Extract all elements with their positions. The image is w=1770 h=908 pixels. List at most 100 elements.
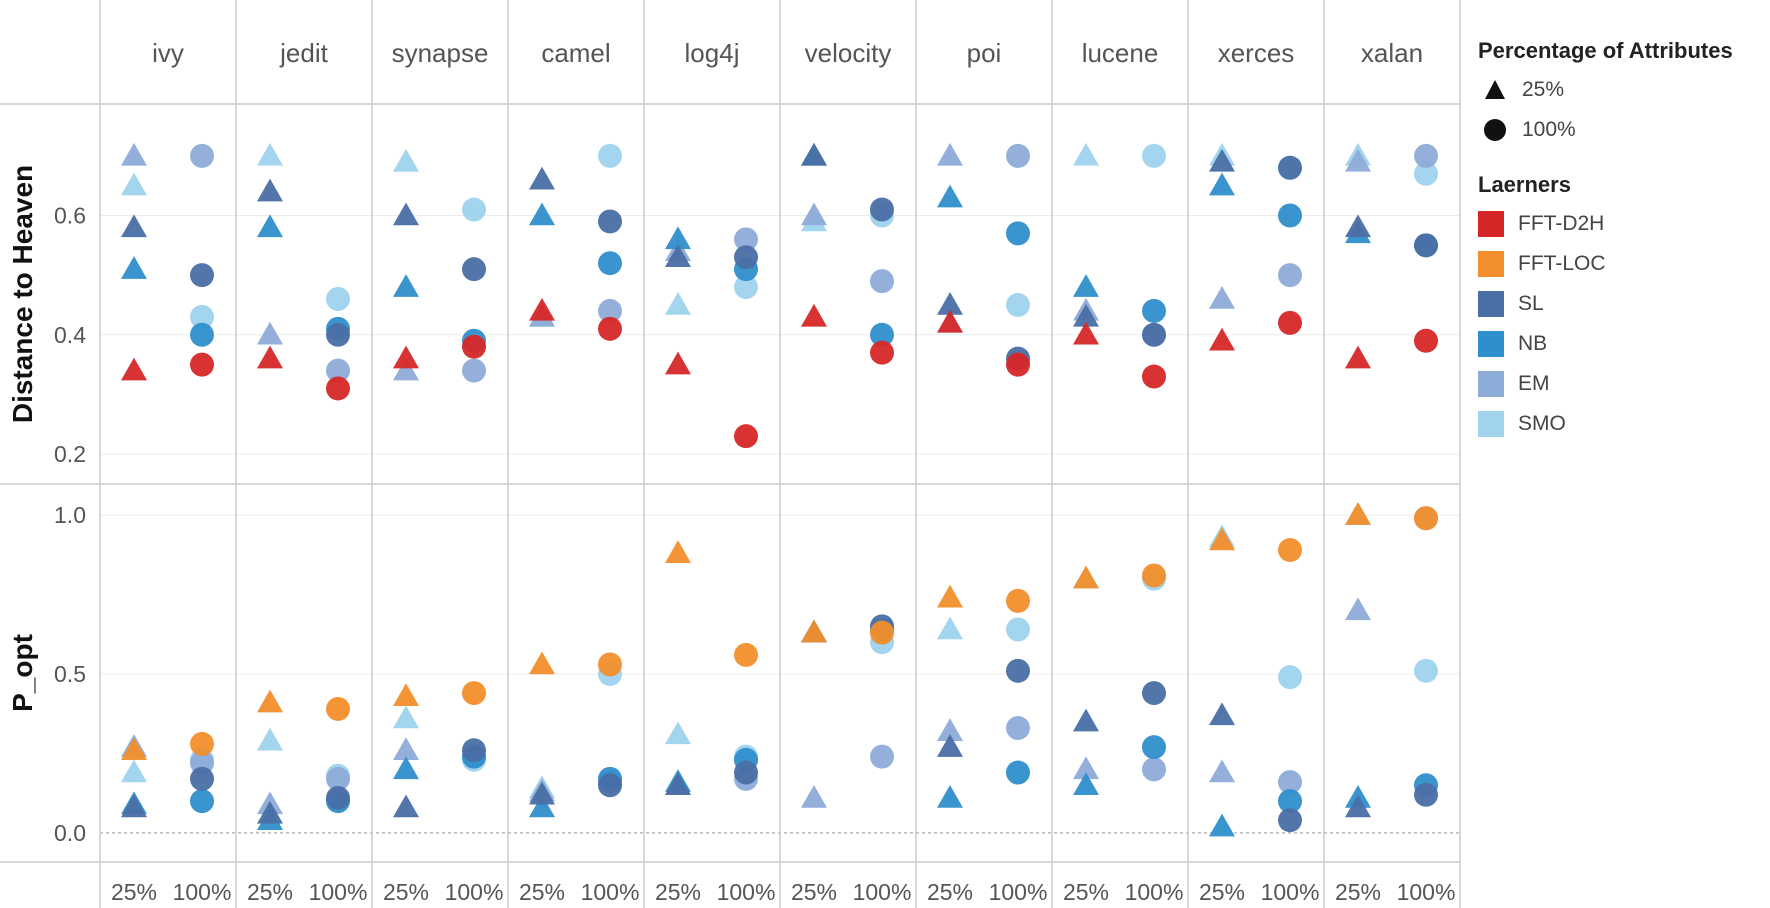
point-SMO-jedit-25 — [257, 727, 283, 751]
point-NB-xerces-100 — [1278, 203, 1302, 228]
point-SL-lucene-100 — [1142, 681, 1166, 706]
y-tick-label: 0.6 — [54, 203, 86, 229]
point-FFT-D2H-synapse-25 — [393, 345, 419, 369]
point-EM-velocity-25 — [801, 202, 827, 226]
x-tick-label: 100% — [853, 879, 912, 905]
x-tick-label: 25% — [111, 879, 157, 905]
point-SL-xalan-100 — [1414, 233, 1438, 258]
y-axis-title: Distance to Heaven — [7, 165, 38, 423]
point-FFT-D2H-xalan-25 — [1345, 345, 1371, 369]
point-NB-poi-100 — [1006, 760, 1030, 785]
point-SL-log4j-100 — [734, 245, 758, 270]
x-tick-label: 100% — [717, 879, 776, 905]
x-tick-label: 25% — [791, 879, 837, 905]
x-tick-label: 100% — [445, 879, 504, 905]
color-swatch — [1478, 371, 1504, 397]
point-SMO-synapse-100 — [462, 197, 486, 222]
point-SL-velocity-100 — [870, 197, 894, 222]
triangle-icon — [1478, 78, 1512, 102]
point-SL-synapse-100 — [462, 257, 486, 282]
project-header-camel: camel — [541, 38, 610, 68]
point-SMO-xalan-100 — [1414, 161, 1438, 186]
point-NB-jedit-25 — [257, 214, 283, 238]
point-FFT-LOC-ivy-25 — [121, 737, 147, 761]
y-tick-label: 0.5 — [54, 661, 86, 687]
point-SMO-log4j-25 — [665, 721, 691, 745]
point-FFT-D2H-poi-100 — [1006, 352, 1030, 377]
point-SL-poi-25 — [937, 734, 963, 757]
project-header-synapse: synapse — [392, 38, 489, 68]
project-header-lucene: lucene — [1082, 38, 1159, 68]
color-legend-title: Laerners — [1478, 172, 1571, 197]
point-SMO-poi-100 — [1006, 292, 1030, 317]
point-EM-lucene-25 — [1073, 756, 1099, 780]
point-SL-lucene-100 — [1142, 322, 1166, 347]
point-EM-xalan-25 — [1345, 148, 1371, 172]
point-FFT-LOC-ivy-100 — [190, 731, 214, 756]
point-SMO-poi-25 — [937, 616, 963, 640]
shape-legend-item: 100% — [1478, 110, 1768, 150]
color-legend-label: FFT-LOC — [1518, 252, 1606, 275]
point-SL-xalan-100 — [1414, 782, 1438, 807]
point-EM-xalan-100 — [1414, 143, 1438, 168]
point-NB-camel-25 — [529, 794, 555, 818]
project-header-log4j: log4j — [685, 38, 740, 68]
color-legend-label: FFT-D2H — [1518, 212, 1605, 235]
point-FFT-LOC-synapse-25 — [393, 683, 419, 706]
color-legend-item: EM — [1478, 364, 1768, 404]
point-SL-jedit-25 — [257, 800, 283, 824]
point-EM-xerces-25 — [1209, 286, 1235, 309]
point-NB-xerces-100 — [1278, 789, 1302, 814]
point-SMO-jedit-100 — [326, 287, 350, 311]
point-NB-lucene-100 — [1142, 298, 1166, 323]
point-SL-lucene-25 — [1073, 303, 1099, 327]
point-SL-synapse-25 — [393, 202, 419, 226]
point-FFT-LOC-poi-25 — [937, 584, 963, 608]
x-tick-label: 25% — [655, 879, 701, 905]
point-FFT-LOC-velocity-25 — [801, 619, 827, 643]
point-FFT-D2H-camel-100 — [598, 316, 622, 341]
point-SMO-ivy-100 — [190, 304, 214, 329]
color-legend-item: FFT-D2H — [1478, 204, 1768, 244]
point-EM-xalan-25 — [1345, 597, 1371, 621]
point-SMO-lucene-100 — [1142, 143, 1166, 168]
point-NB-ivy-25 — [121, 256, 147, 279]
frame-layer — [0, 0, 1461, 908]
y-tick-label: 1.0 — [54, 502, 86, 528]
point-FFT-D2H-lucene-25 — [1073, 321, 1099, 345]
shape-legend-label: 25% — [1522, 78, 1565, 101]
point-FFT-LOC-camel-100 — [598, 652, 622, 677]
x-tick-label: 100% — [173, 879, 232, 905]
y-tick-label: 0.2 — [54, 441, 86, 467]
color-legend-label: EM — [1518, 372, 1550, 395]
point-SL-lucene-25 — [1073, 708, 1099, 732]
point-FFT-LOC-jedit-25 — [257, 689, 283, 713]
point-FFT-LOC-poi-100 — [1006, 588, 1030, 613]
project-header-jedit: jedit — [279, 38, 328, 68]
point-FFT-LOC-xerces-25 — [1209, 527, 1235, 551]
y-tick-label: 0.0 — [54, 820, 86, 846]
point-FFT-D2H-synapse-100 — [462, 334, 486, 359]
point-FFT-LOC-log4j-25 — [665, 540, 691, 563]
project-header-poi: poi — [967, 38, 1002, 68]
point-SL-synapse-25 — [393, 794, 419, 818]
x-tick-label: 25% — [1199, 879, 1245, 905]
legend: Percentage of Attributes 25% 100% Laerner… — [1478, 38, 1768, 466]
point-NB-velocity-100 — [870, 322, 894, 347]
point-SL-jedit-100 — [326, 785, 350, 810]
point-FFT-D2H-jedit-25 — [257, 345, 283, 369]
color-legend-label: SL — [1518, 292, 1544, 315]
y-axis-title: P_opt — [7, 634, 38, 712]
point-SL-xerces-25 — [1209, 148, 1235, 172]
point-EM-jedit-100 — [326, 766, 350, 791]
x-tick-label: 25% — [1063, 879, 1109, 905]
point-SMO-synapse-25 — [393, 705, 419, 729]
point-EM-poi-25 — [937, 142, 963, 166]
point-SMO-jedit-25 — [257, 142, 283, 166]
point-EM-poi-25 — [937, 718, 963, 741]
point-EM-jedit-100 — [326, 358, 350, 383]
point-FFT-LOC-lucene-100 — [1142, 563, 1166, 588]
point-SL-xerces-100 — [1278, 808, 1302, 833]
point-EM-xerces-100 — [1278, 263, 1302, 288]
point-EM-synapse-25 — [393, 357, 419, 381]
